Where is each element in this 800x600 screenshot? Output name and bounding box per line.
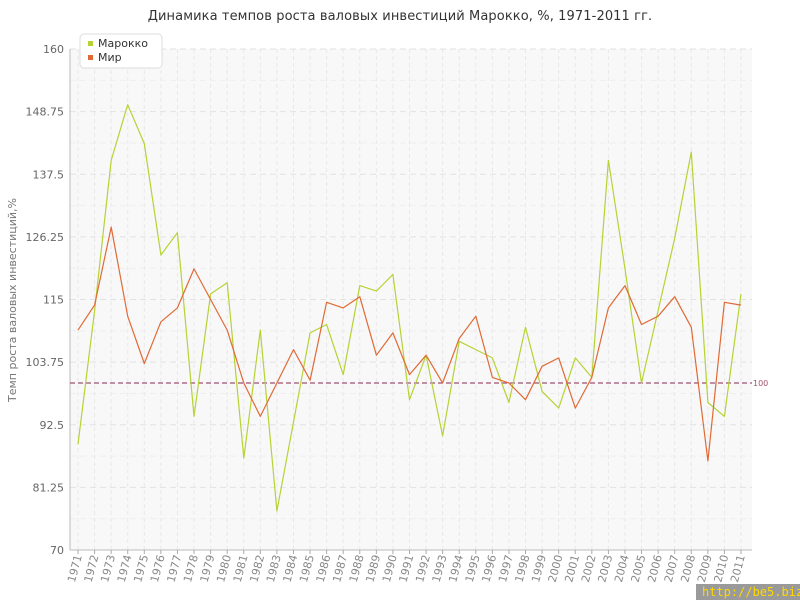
y-axis-title: Темп роста валовых инвестиций,%	[6, 198, 19, 403]
y-tick-label: 148.75	[26, 106, 65, 119]
y-tick-label: 137.5	[33, 168, 65, 181]
y-tick-label: 115	[43, 294, 64, 307]
y-tick-label: 81.25	[33, 481, 65, 494]
series-line	[77, 226, 742, 462]
x-tick-label: 2011	[728, 553, 748, 583]
watermark-link[interactable]: http://be5.biz/	[696, 584, 800, 600]
reference-line-label: 100	[753, 379, 768, 388]
y-tick-label: 126.25	[26, 231, 65, 244]
y-tick-label: 70	[50, 544, 64, 557]
chart-title: Динамика темпов роста валовых инвестиций…	[147, 9, 653, 24]
legend-marker	[88, 55, 93, 60]
series-line	[77, 104, 742, 512]
legend-box	[79, 33, 163, 69]
y-tick-label: 103.75	[26, 356, 65, 369]
legend-label: Мир	[98, 51, 122, 64]
legend-label: Марокко	[98, 37, 148, 50]
y-tick-label: 160	[43, 43, 64, 56]
y-tick-label: 92.5	[40, 419, 65, 432]
legend-marker	[88, 41, 93, 46]
